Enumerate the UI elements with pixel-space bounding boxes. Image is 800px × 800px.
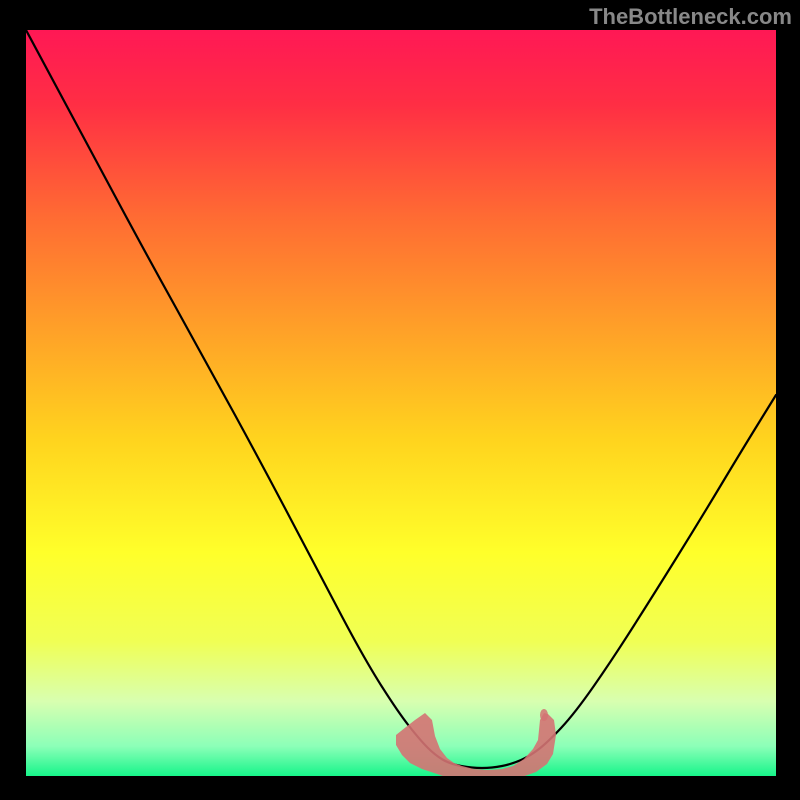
valley-hint-dot bbox=[540, 709, 548, 721]
bottleneck-curve bbox=[26, 30, 776, 768]
plot-area bbox=[26, 30, 776, 776]
chart-frame: TheBottleneck.com bbox=[0, 0, 800, 800]
valley-highlight bbox=[396, 713, 556, 776]
watermark-text: TheBottleneck.com bbox=[589, 4, 792, 30]
curve-layer bbox=[26, 30, 776, 776]
